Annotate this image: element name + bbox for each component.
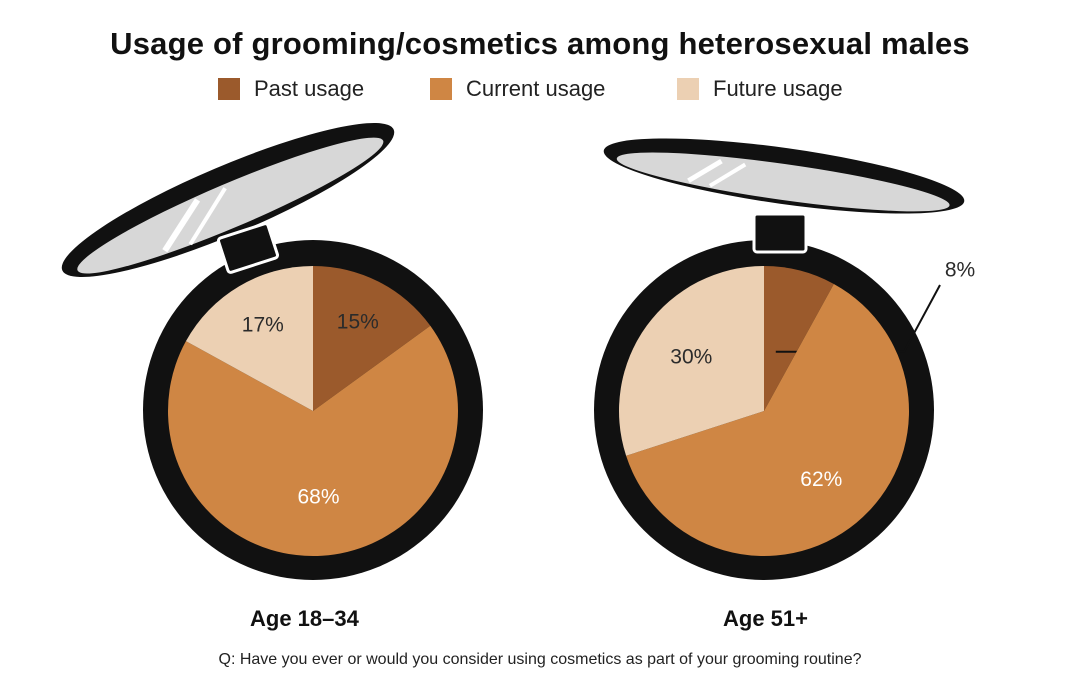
pie-age-18-34: 15% 68% 17% (168, 266, 459, 557)
compact-right-clasp (687, 566, 837, 586)
pie-age-51-plus: 8% 62% 30% (619, 259, 975, 557)
data-label-age-51-plus-future-usage: 30% (670, 346, 712, 369)
legend: Past usage Current usage Future usage (0, 76, 1080, 106)
legend-item-past: Past usage (218, 76, 364, 102)
data-label-age-51-plus-past-usage: 8% (945, 259, 975, 282)
data-label-age-18-34-past-usage: 15% (337, 311, 379, 334)
compact-right-lid (603, 138, 965, 214)
data-label-age-18-34-current-usage: 68% (297, 485, 339, 508)
legend-item-future: Future usage (677, 76, 843, 102)
compact-left-lid (61, 123, 395, 277)
slice-age-18-34-past-usage (313, 266, 431, 411)
slice-age-51-plus-past-usage (764, 266, 834, 411)
slice-age-18-34-future-usage (185, 266, 313, 411)
legend-label-current: Current usage (466, 76, 606, 101)
pie-label-age-51-plus: Age 51+ (723, 606, 808, 631)
slice-age-51-plus-future-usage (619, 266, 764, 456)
data-label-age-51-plus-current-usage: 62% (800, 468, 842, 491)
legend-label-future: Future usage (713, 76, 843, 101)
data-label-age-18-34-future-usage: 17% (242, 314, 284, 337)
legend-swatch-future (677, 78, 699, 100)
compact-left-clasp (317, 543, 429, 588)
chart-title: Usage of grooming/cosmetics among hetero… (110, 26, 970, 61)
legend-swatch-current (430, 78, 452, 100)
legend-label-past: Past usage (254, 76, 365, 101)
legend-item-current: Current usage (430, 76, 605, 102)
slice-age-51-plus-current-usage (626, 283, 910, 557)
compact-right-hinge (752, 212, 808, 254)
compact-left-hinge (216, 222, 280, 274)
slice-age-18-34-current-usage (168, 325, 459, 557)
legend-swatch-past (218, 78, 240, 100)
survey-question: Q: Have you ever or would you consider u… (218, 651, 862, 668)
pie-label-age-18-34: Age 18–34 (250, 606, 359, 631)
